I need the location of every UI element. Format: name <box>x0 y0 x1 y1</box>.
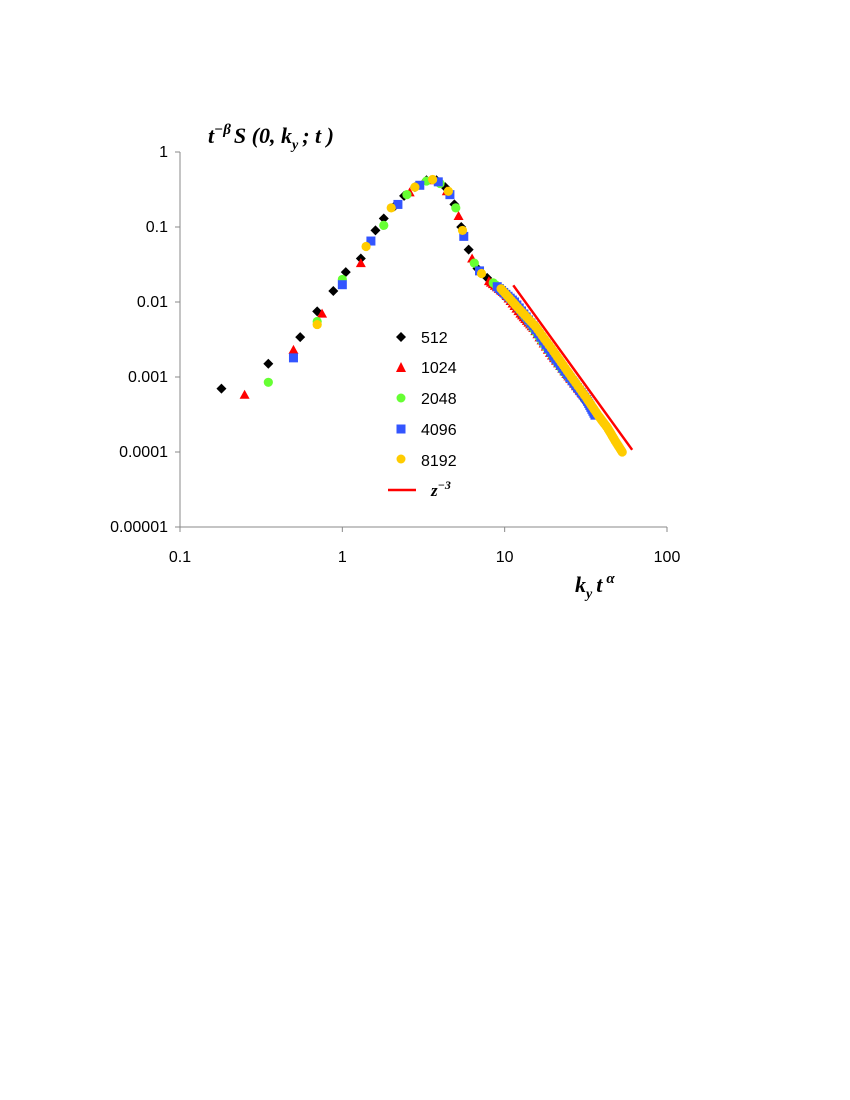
plot-marks <box>216 174 634 457</box>
data-point-8192 <box>312 319 322 330</box>
legend: 512 1024 2048 4096 8192 z−3 <box>388 330 457 500</box>
y-tick-label: 0.00001 <box>110 519 168 536</box>
data-point-512 <box>328 286 339 297</box>
data-point-4096 <box>337 280 347 290</box>
data-point-8192 <box>428 174 438 185</box>
legend-label-1024: 1024 <box>421 360 457 377</box>
legend-label-8192: 8192 <box>421 453 457 470</box>
x-tick-label: 100 <box>654 549 681 566</box>
series-line-z-3- <box>512 284 634 451</box>
legend-label-z-3: z−3 <box>430 478 451 500</box>
legend-label-4096: 4096 <box>421 422 457 439</box>
x-tick-label: 10 <box>496 549 514 566</box>
data-point-4096 <box>288 353 298 363</box>
data-point-2048 <box>263 377 273 387</box>
data-point-512 <box>370 225 381 236</box>
axis-ticks: 0.00001 0.0001 0.001 0.01 0.1 1 0.1 1 10 100 <box>110 144 680 566</box>
y-tick-label: 0.1 <box>146 219 168 236</box>
data-point-512 <box>463 244 474 255</box>
y-tick-label: 1 <box>159 144 168 161</box>
x-tick-label: 0.1 <box>169 549 191 566</box>
y-tick-label: 0.01 <box>137 294 168 311</box>
data-point-4096 <box>459 231 469 241</box>
data-point-2048 <box>379 220 389 231</box>
legend-label-2048: 2048 <box>421 391 457 408</box>
data-point-8192 <box>617 447 627 457</box>
data-point-512 <box>263 358 274 369</box>
data-point-1024 <box>317 308 328 318</box>
data-point-2048 <box>469 258 479 268</box>
legend-marker-8192 <box>396 454 406 464</box>
data-point-4096 <box>393 199 403 209</box>
data-point-8192 <box>443 186 453 196</box>
y-tick-label: 0.0001 <box>119 444 168 461</box>
legend-marker-512 <box>396 332 406 342</box>
data-point-4096 <box>433 177 443 187</box>
y-tick-label: 0.001 <box>128 369 168 386</box>
x-axis-title: ky t α <box>575 571 615 602</box>
data-point-512 <box>216 383 227 394</box>
legend-label-512: 512 <box>421 330 448 347</box>
data-point-4096 <box>415 180 425 190</box>
data-point-512 <box>295 332 306 343</box>
x-tick-label: 1 <box>338 549 347 566</box>
data-point-8192 <box>457 225 468 236</box>
data-point-2048 <box>451 203 461 213</box>
data-point-512 <box>378 213 389 224</box>
data-point-1024 <box>355 258 366 268</box>
y-axis-title: t−β S (0, ky; t ) <box>208 122 334 153</box>
data-point-8192 <box>361 241 371 252</box>
data-point-8192 <box>410 182 420 192</box>
data-point-4096 <box>366 236 376 246</box>
legend-marker-1024 <box>396 362 406 372</box>
legend-marker-4096 <box>396 424 406 434</box>
data-point-8192 <box>476 268 487 279</box>
data-point-1024 <box>453 211 464 221</box>
data-point-2048 <box>402 190 412 200</box>
legend-marker-2048 <box>396 393 406 403</box>
data-point-512 <box>340 267 351 278</box>
data-point-1024 <box>239 389 250 399</box>
data-point-8192 <box>386 203 396 213</box>
data-point-1024 <box>288 344 299 354</box>
